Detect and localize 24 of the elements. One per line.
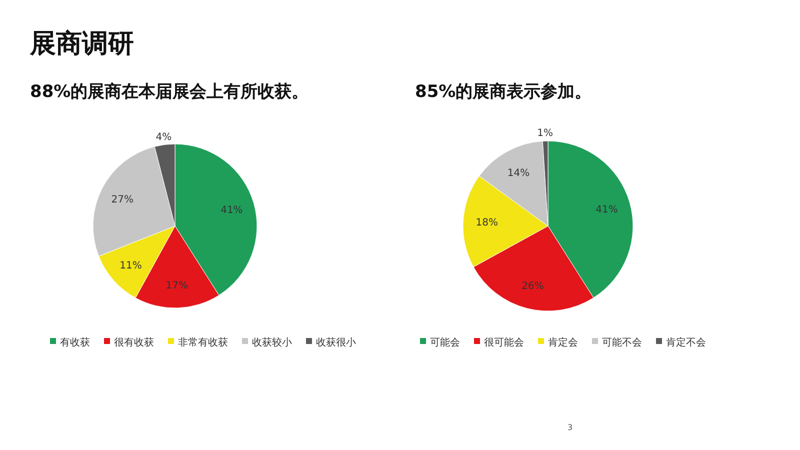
text: 展商调研 (29, 29, 134, 59)
data-label: 41% (596, 204, 618, 216)
data-label: 4% (156, 132, 172, 144)
legend-label: 收获很小 (316, 336, 356, 348)
data-label: 41% (220, 205, 243, 216)
legend-label: 收获较小 (252, 336, 292, 348)
data-label: 11% (120, 260, 142, 272)
data-label: 14% (507, 168, 530, 179)
legend-label: 很可能会 (484, 336, 524, 348)
legend-label: 可能会 (430, 336, 460, 348)
legend-label: 肯定不会 (666, 336, 706, 348)
legend-label: 肯定会 (548, 336, 578, 348)
data-label: 18% (476, 218, 498, 229)
data-label: 17% (166, 280, 188, 292)
text: 3 (567, 423, 573, 432)
legend-label: 非常有收获 (178, 336, 228, 348)
data-label: 27% (111, 194, 134, 206)
chart-title: 85%的展商表示参加。 (415, 82, 592, 102)
legend-label: 可能不会 (602, 336, 642, 348)
legend-label: 有收获 (60, 336, 90, 348)
legend-label: 很有收获 (114, 336, 154, 348)
data-label: 1% (537, 128, 553, 140)
data-label: 26% (522, 280, 544, 292)
chart-title: 88%的展商在本届展会上有所收获。 (30, 82, 309, 102)
